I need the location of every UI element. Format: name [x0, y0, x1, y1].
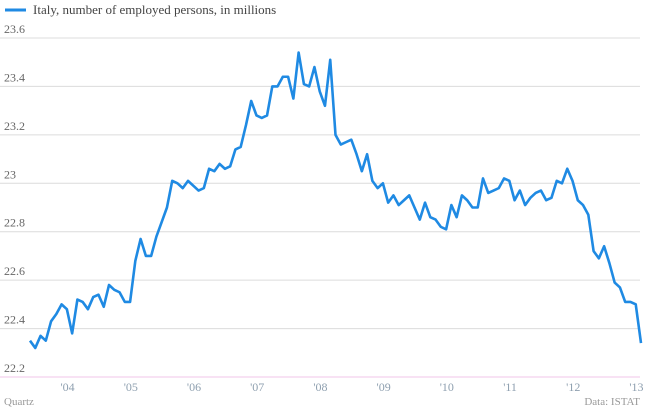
- x-tick-label: '09: [377, 380, 391, 394]
- y-tick-label: 22.8: [4, 216, 25, 230]
- y-tick-label: 23: [4, 167, 16, 181]
- x-tick-label: '04: [61, 380, 75, 394]
- y-tick-label: 22.6: [4, 264, 25, 278]
- y-tick-label: 23.4: [4, 70, 25, 84]
- x-tick-label: '07: [250, 380, 264, 394]
- x-tick-label: '06: [187, 380, 201, 394]
- y-tick-label: 23.6: [4, 22, 25, 36]
- y-tick-label: 22.4: [4, 313, 25, 327]
- x-tick-label: '11: [503, 380, 517, 394]
- line: [28, 51, 643, 350]
- x-tick-label: '12: [566, 380, 580, 394]
- x-tick-label: '10: [440, 380, 454, 394]
- y-tick-label: 22.2: [4, 361, 25, 375]
- credit: Quartz: [4, 396, 34, 408]
- source: Data: ISTAT: [584, 396, 640, 408]
- x-tick-label: '05: [124, 380, 138, 394]
- y-tick-label: 23.2: [4, 119, 25, 133]
- x-tick-label: '13: [629, 380, 643, 394]
- x-tick-label: '08: [313, 380, 327, 394]
- legend-label: Italy, number of employed persons, in mi…: [33, 2, 276, 17]
